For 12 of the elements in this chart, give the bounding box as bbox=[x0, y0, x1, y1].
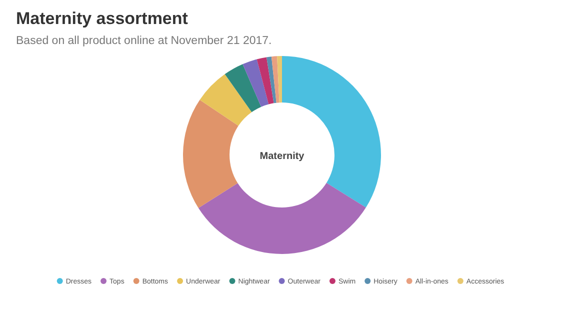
donut-slice bbox=[242, 59, 269, 107]
donut-slice bbox=[198, 182, 366, 254]
donut-slice bbox=[224, 64, 262, 112]
chart-subtitle: Based on all product online at November 21 2017. bbox=[16, 35, 272, 47]
donut-slice bbox=[200, 74, 252, 126]
donut-slice bbox=[183, 100, 238, 208]
donut-slice bbox=[271, 56, 280, 103]
donut-slice bbox=[277, 56, 282, 103]
chart-title: Maternity assortment bbox=[16, 9, 188, 28]
donut-slice bbox=[266, 56, 276, 104]
donut-slice bbox=[256, 57, 274, 104]
text: Maternity bbox=[260, 151, 305, 162]
